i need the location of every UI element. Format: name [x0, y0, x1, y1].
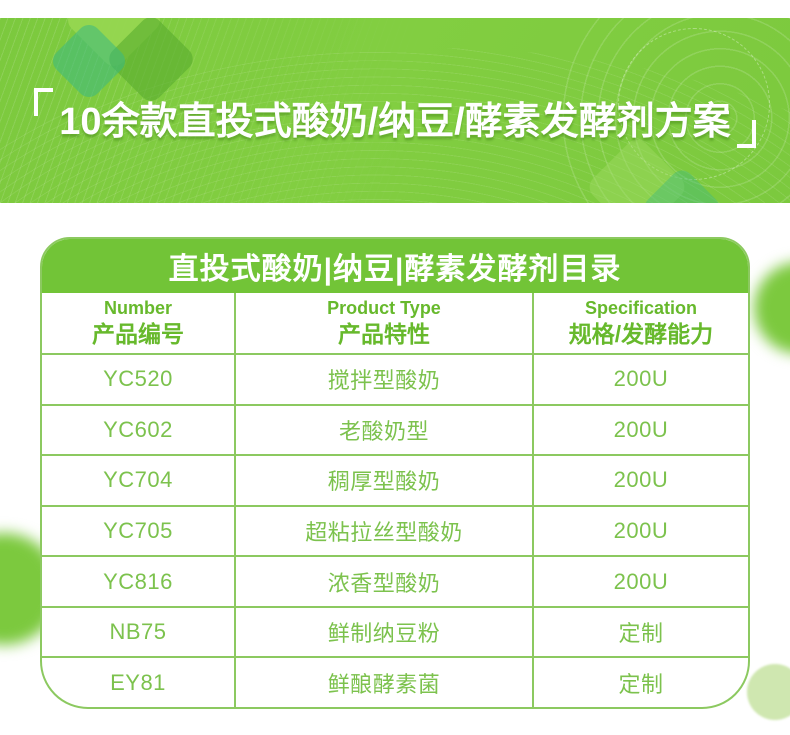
catalog-card: 直投式酸奶|纳豆|酵素发酵剂目录 Number 产品编号 Product Typ…: [40, 237, 750, 709]
product-type-cell: 搅拌型酸奶: [234, 355, 532, 404]
spec-cell: 200U: [531, 405, 748, 455]
spec-cell: 200U: [531, 506, 748, 556]
table-body: YC520 搅拌型酸奶 200U YC602 老酸奶型 200U YC704 稠…: [42, 353, 748, 707]
product-type-cell: 鲜酿酵素菌: [234, 658, 532, 707]
column-header-en: Product Type: [327, 298, 441, 319]
column-header-number: Number 产品编号: [42, 293, 234, 353]
product-type-cell: 鲜制纳豆粉: [234, 607, 532, 657]
product-number-cell: YC704: [103, 467, 173, 493]
table-row: YC704 稠厚型酸奶 200U: [42, 454, 748, 505]
circuit-ring: [618, 28, 770, 180]
product-number-cell: YC520: [103, 366, 173, 392]
pale-circle-decoration: [747, 664, 790, 720]
spec-cell: 定制: [531, 658, 748, 707]
corner-bracket-left-icon: [34, 87, 54, 116]
table-row: NB75 鲜制纳豆粉 定制: [42, 605, 748, 657]
spec-cell: 定制: [531, 607, 748, 657]
spec-cell: 200U: [531, 456, 748, 505]
banner-title-row: 10余款直投式酸奶/纳豆/酵素发酵剂方案: [0, 18, 790, 203]
product-type-cell: 超粘拉丝型酸奶: [234, 506, 532, 556]
product-type-cell: 稠厚型酸奶: [234, 456, 532, 505]
table-row: YC602 老酸奶型 200U: [42, 403, 748, 455]
table-row: YC816 浓香型酸奶 200U: [42, 555, 748, 606]
table-row: YC705 超粘拉丝型酸奶 200U: [42, 504, 748, 556]
product-type-cell: 老酸奶型: [234, 405, 532, 455]
table-row: YC520 搅拌型酸奶 200U: [42, 353, 748, 404]
column-header-en: Specification: [584, 298, 697, 319]
spec-cell: 200U: [531, 355, 748, 404]
column-header-zh: 产品特性: [337, 320, 430, 347]
product-number-cell: EY81: [110, 669, 166, 695]
corner-bracket-right-icon: [736, 119, 756, 148]
banner: 10余款直投式酸奶/纳豆/酵素发酵剂方案: [0, 18, 790, 203]
table-header-row: Number 产品编号 Product Type 产品特性 Specificat…: [42, 293, 748, 353]
column-header-zh: 规格/发酵能力: [568, 320, 714, 347]
product-number-cell: YC816: [103, 568, 173, 594]
column-header-spec: Specification 规格/发酵能力: [531, 293, 748, 353]
product-number-cell: YC705: [103, 517, 173, 543]
product-number-cell: YC602: [103, 416, 173, 442]
column-header-en: Number: [104, 298, 173, 319]
product-number-cell: NB75: [109, 619, 167, 645]
column-header-zh: 产品编号: [92, 320, 185, 347]
column-header-type: Product Type 产品特性: [234, 293, 532, 353]
page-title: 10余款直投式酸奶/纳豆/酵素发酵剂方案: [59, 101, 731, 143]
product-type-cell: 浓香型酸奶: [234, 557, 532, 606]
spec-cell: 200U: [531, 557, 748, 606]
green-circle-decoration: [754, 262, 790, 354]
catalog-card-title: 直投式酸奶|纳豆|酵素发酵剂目录: [42, 239, 748, 293]
table-row: EY81 鲜酿酵素菌 定制: [42, 656, 748, 707]
